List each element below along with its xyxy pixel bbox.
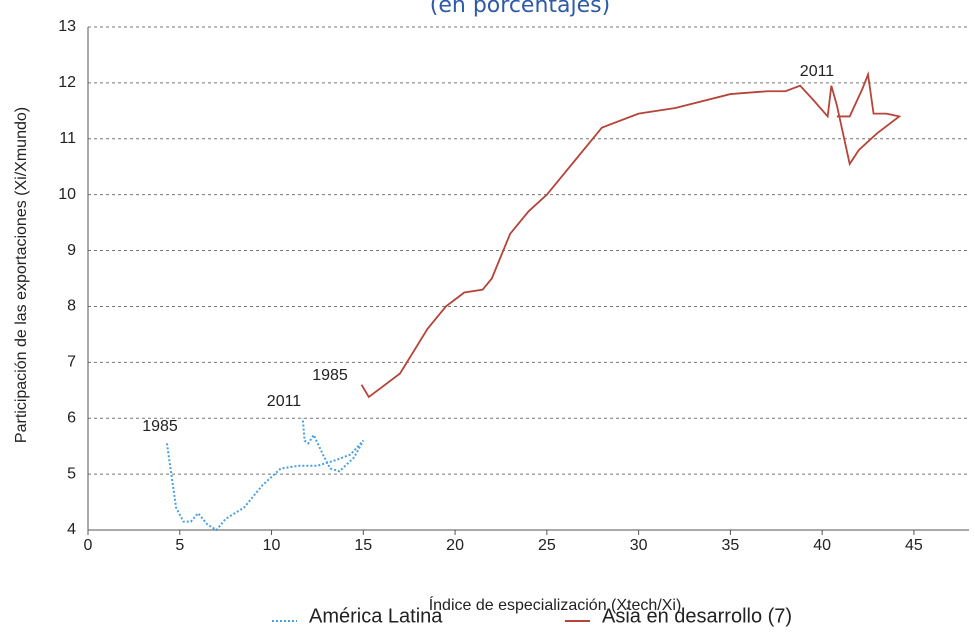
x-tick-label: 10 xyxy=(263,537,281,554)
y-tick-label: 10 xyxy=(58,186,76,203)
y-tick-label: 8 xyxy=(67,298,76,315)
y-tick-label: 11 xyxy=(59,130,76,147)
y-tick-label: 4 xyxy=(67,521,76,538)
x-tick-label: 0 xyxy=(84,537,93,554)
annotation: 2011 xyxy=(800,63,835,80)
chart-subtitle: (en porcentajes) xyxy=(430,0,610,18)
y-tick-label: 5 xyxy=(67,465,76,482)
legend-label: Asia en desarrollo (7) xyxy=(602,605,792,627)
x-tick-label: 5 xyxy=(175,537,184,554)
x-tick-label: 25 xyxy=(538,537,556,554)
y-tick-label: 7 xyxy=(67,354,76,371)
y-tick-label: 12 xyxy=(58,74,76,91)
y-tick-label: 9 xyxy=(67,242,76,259)
line-series xyxy=(360,70,902,399)
x-tick-label: 45 xyxy=(905,537,923,554)
x-tick-label: 40 xyxy=(813,537,831,554)
annotation: 1985 xyxy=(312,367,348,384)
x-tick-label: 15 xyxy=(354,537,372,554)
x-tick-label: 35 xyxy=(721,537,739,554)
x-axis-label: Índice de especialización (Xtech/Xi) xyxy=(429,595,682,614)
line-series xyxy=(165,418,365,532)
x-tick-label: 20 xyxy=(446,537,464,554)
y-tick-label: 6 xyxy=(67,409,76,426)
x-tick-label: 30 xyxy=(630,537,648,554)
legend-label: América Latina xyxy=(309,605,443,627)
annotation: 2011 xyxy=(267,393,302,410)
y-tick-label: 13 xyxy=(58,18,76,35)
annotation: 1985 xyxy=(142,418,178,435)
y-axis-label: Participación de las exportaciones (Xi/X… xyxy=(13,107,30,443)
